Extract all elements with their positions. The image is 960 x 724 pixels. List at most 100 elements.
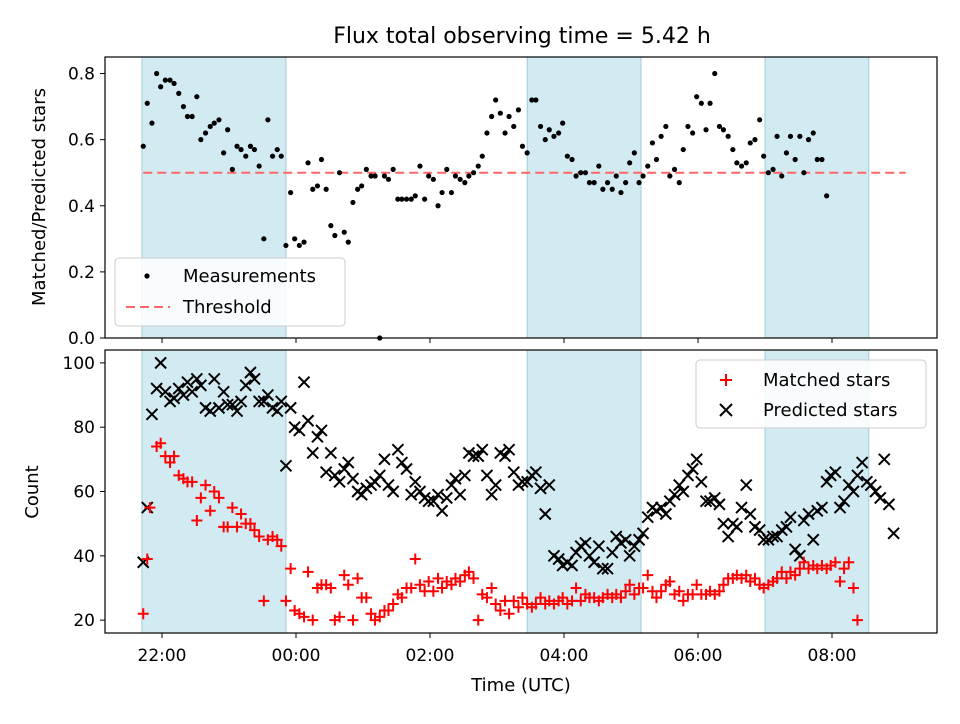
predicted-point (829, 465, 842, 479)
measurement-point (680, 146, 686, 153)
predicted-point (579, 536, 592, 550)
predicted-point (297, 375, 311, 389)
predicted-point (636, 527, 650, 540)
measurement-point (743, 160, 749, 166)
predicted-point (472, 449, 485, 463)
measurement-points (140, 70, 830, 341)
matched-point (677, 595, 689, 607)
measurement-point (556, 130, 562, 136)
ratio-y-tick-label-4: 0.8 (68, 65, 95, 85)
matched-point (155, 437, 167, 449)
predicted-point (797, 514, 811, 527)
measurement-point (805, 137, 812, 143)
matched-point (713, 585, 725, 597)
matched-point (432, 572, 444, 584)
measurement-point (506, 113, 512, 120)
predicted-point (699, 494, 713, 508)
measurement-point (247, 143, 254, 149)
measurement-point (489, 113, 495, 120)
predicted-point (529, 465, 543, 479)
measurement-point (631, 150, 637, 156)
predicted-point (659, 507, 673, 521)
matched-point (642, 569, 654, 581)
matched-point (325, 582, 337, 594)
measurement-point (797, 133, 803, 139)
measurement-point (663, 123, 669, 130)
matched-point (244, 518, 256, 530)
predicted-point (306, 446, 319, 460)
predicted-point (172, 382, 185, 395)
predicted-point (619, 533, 632, 546)
measurement-point (229, 166, 235, 172)
measurement-point (779, 173, 785, 179)
matched-points (137, 437, 863, 626)
predicted-point (753, 523, 766, 537)
predicted-point (405, 488, 418, 501)
matched-point (302, 566, 314, 578)
matched-point (186, 476, 198, 488)
matched-legend-label: Matched stars (763, 370, 890, 391)
matched-point (851, 614, 863, 626)
predicted-point (539, 507, 552, 521)
matched-point (620, 585, 632, 597)
predicted-point (226, 398, 239, 411)
matched-point (490, 598, 502, 610)
measurement-point (511, 123, 517, 130)
x-tick-label-5: 08:00 (808, 646, 857, 666)
matched-point (749, 572, 761, 584)
matched-point (570, 582, 582, 594)
measurement-point (462, 180, 468, 186)
matched-point (347, 614, 359, 626)
measurement-point (636, 180, 642, 186)
matched-point (213, 492, 225, 504)
predicted-point (395, 456, 409, 469)
measurement-point (712, 70, 718, 77)
measurements-legend-label: Measurements (183, 266, 316, 287)
predicted-point (467, 449, 480, 463)
measurement-point (301, 239, 307, 245)
predicted-point (663, 494, 677, 508)
count-y-tick-label-1: 40 (73, 547, 95, 567)
measurement-point (479, 153, 485, 159)
measurement-point (502, 130, 508, 136)
count-y-axis-label: Count (22, 465, 43, 518)
matched-point (191, 514, 203, 526)
matched-point (334, 611, 346, 623)
measurement-point (243, 153, 249, 159)
predicted-point (386, 485, 400, 498)
predicted-point (766, 530, 780, 543)
predicted-legend-label: Predicted stars (763, 400, 897, 421)
predicted-point (815, 501, 829, 514)
predicted-point (190, 372, 204, 386)
predicted-point (378, 453, 391, 466)
measurement-point (439, 189, 445, 196)
measurement-point (149, 120, 155, 126)
measurement-point (694, 94, 700, 100)
measurement-point (484, 130, 490, 136)
measurement-point (529, 97, 535, 103)
measurement-point (363, 166, 369, 172)
measurement-point (452, 173, 459, 179)
matched-point (275, 540, 287, 552)
matched-point (454, 576, 466, 588)
predicted-point (601, 562, 614, 575)
predicted-point (449, 472, 462, 485)
measurement-point (207, 123, 213, 130)
predicted-point (440, 491, 453, 505)
matched-point (222, 521, 234, 533)
matched-point (226, 502, 238, 514)
predicted-point (485, 488, 498, 501)
predicted-point (400, 462, 413, 476)
matched-point (503, 608, 515, 620)
predicted-point (422, 494, 435, 508)
matched-point (691, 579, 703, 591)
predicted-point (681, 469, 695, 482)
predicted-point (851, 469, 864, 482)
count-legend-box (695, 359, 927, 429)
predicted-point (874, 491, 887, 505)
matched-point (838, 563, 850, 575)
ratio-x-ticks (161, 338, 833, 343)
predicted-legend-marker (719, 403, 733, 417)
predicted-point (194, 379, 208, 392)
predicted-point (181, 375, 194, 389)
